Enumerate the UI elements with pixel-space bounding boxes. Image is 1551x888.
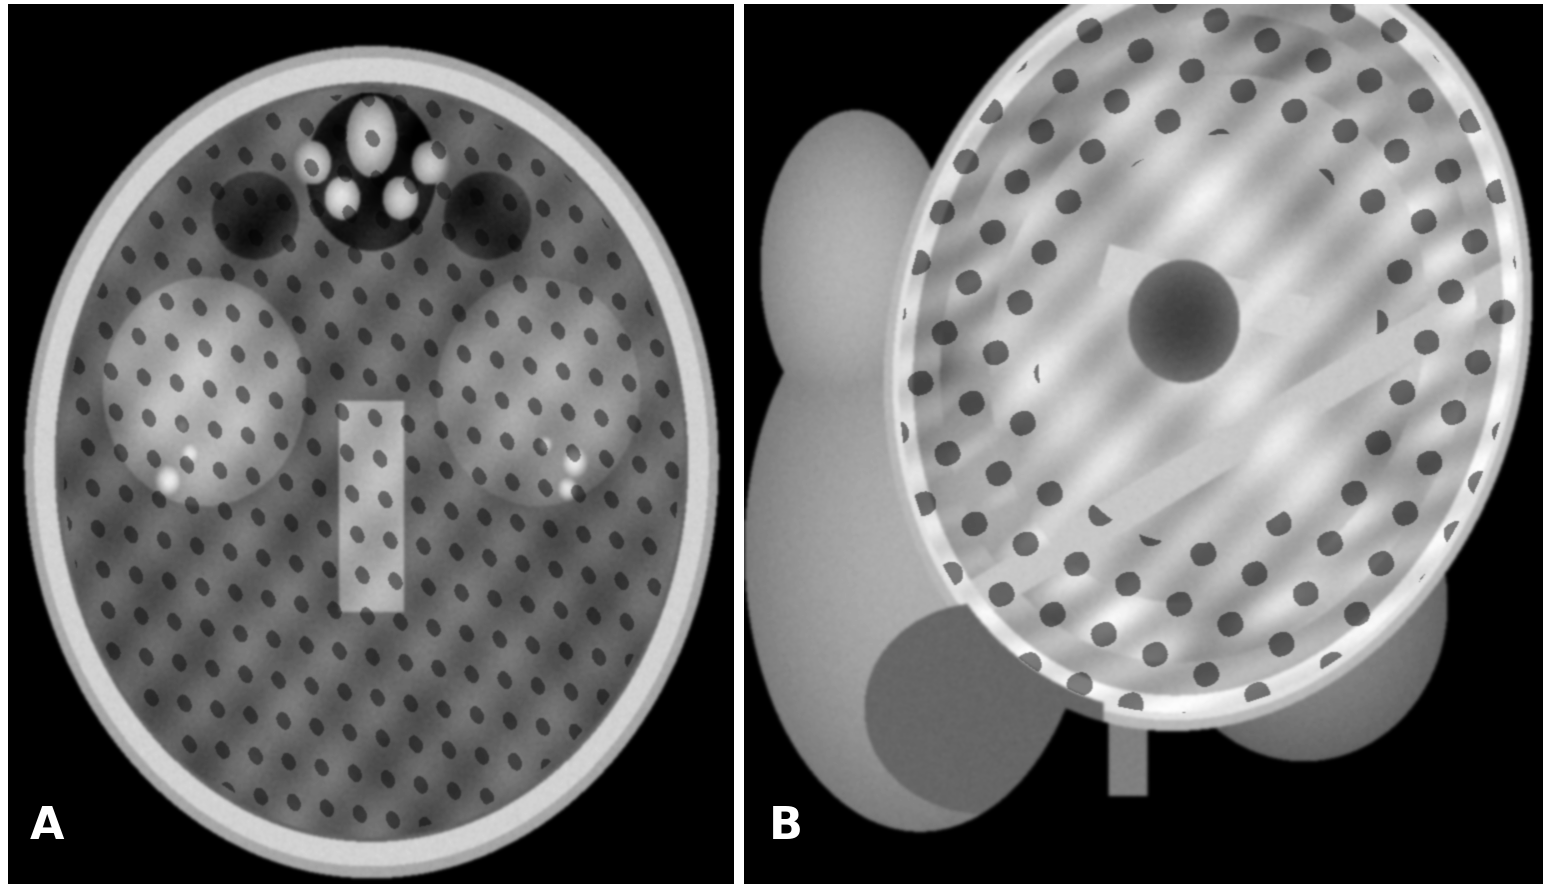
Text: A: A bbox=[29, 805, 64, 848]
Text: B: B bbox=[768, 805, 802, 848]
